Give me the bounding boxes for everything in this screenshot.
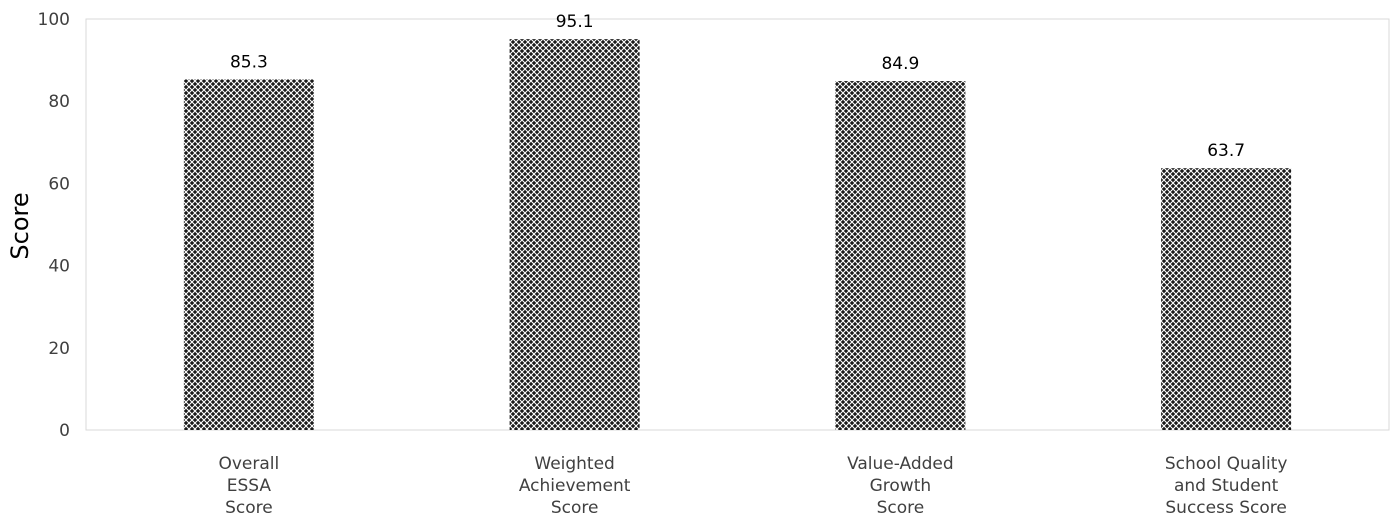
y-tick-label-1: 20	[48, 339, 70, 359]
data-label-3: 63.7	[1207, 141, 1245, 161]
y-tick-label-0: 0	[59, 421, 70, 441]
bar-2	[835, 81, 966, 430]
category-label-1: Weighted Achievement Score	[519, 454, 631, 518]
data-label-1: 95.1	[556, 12, 594, 32]
category-label-2-line-2: Score	[877, 498, 925, 518]
category-label-3-line-1: and Student	[1174, 476, 1279, 496]
category-label-3: School Quality and Student Success Score	[1165, 454, 1288, 518]
bar-0	[183, 79, 314, 431]
data-label-2: 84.9	[881, 54, 919, 74]
y-tick-label-2: 40	[48, 257, 70, 277]
bar-3	[1161, 168, 1292, 430]
y-tick-label-3: 60	[48, 174, 70, 194]
category-label-0-line-1: ESSA	[227, 476, 272, 496]
category-label-2-line-0: Value-Added	[847, 454, 954, 474]
y-axis-title: Score	[6, 192, 34, 259]
y-tick-label-4: 80	[48, 92, 70, 112]
category-label-3-line-0: School Quality	[1165, 454, 1288, 474]
category-label-0: Overall ESSA Score	[218, 454, 279, 518]
category-label-0-line-2: Score	[225, 498, 273, 518]
category-label-1-line-0: Weighted	[534, 454, 614, 474]
y-tick-label-5: 100	[38, 10, 70, 30]
data-label-0: 85.3	[230, 52, 268, 72]
category-label-2: Value-Added Growth Score	[847, 454, 954, 518]
category-label-2-line-1: Growth	[870, 476, 932, 496]
bar-1	[509, 39, 640, 430]
category-label-1-line-1: Achievement	[519, 476, 631, 496]
category-label-1-line-2: Score	[551, 498, 599, 518]
category-label-0-line-0: Overall	[218, 454, 279, 474]
plot-frame	[85, 18, 1390, 431]
category-label-3-line-2: Success Score	[1165, 498, 1286, 518]
